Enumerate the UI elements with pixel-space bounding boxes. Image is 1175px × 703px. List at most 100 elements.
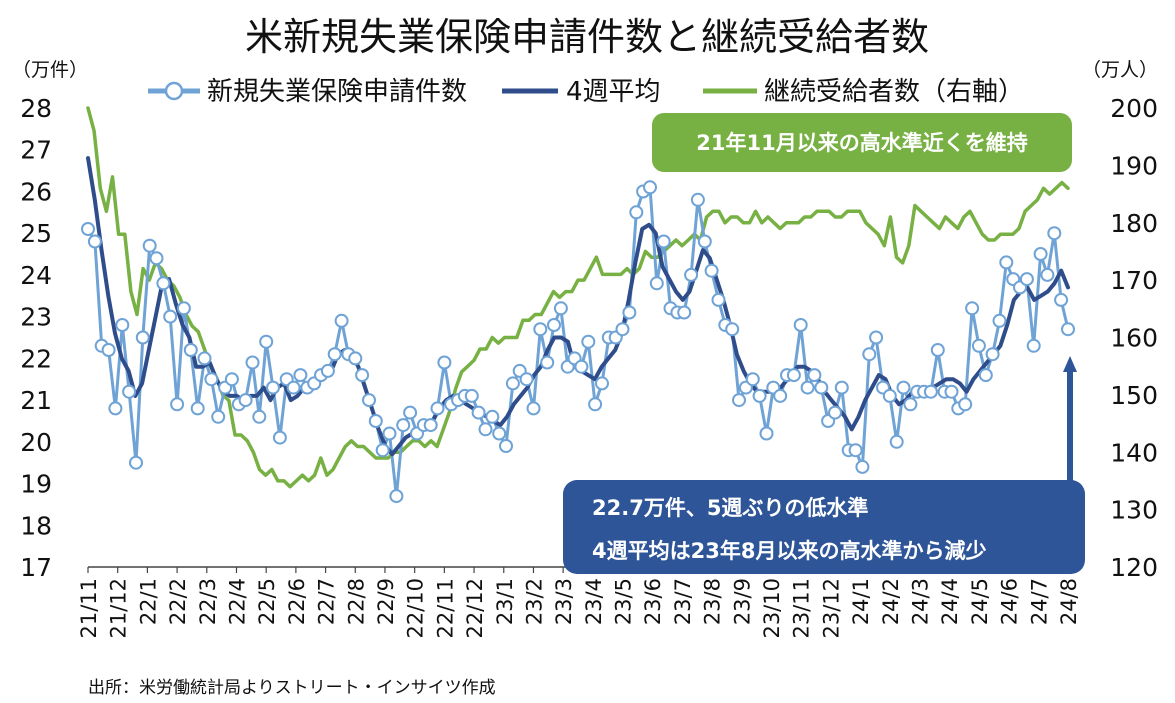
x-tick-label: 21/12 (107, 578, 131, 639)
left-y-tick-label: 24 (20, 261, 52, 290)
new-claims-point (547, 318, 561, 332)
new-claims-point (752, 388, 767, 403)
new-claims-point (684, 267, 699, 282)
new-claims-point (971, 338, 986, 353)
new-claims-point (574, 359, 589, 374)
right-y-tick-label: 180 (1110, 209, 1158, 238)
x-tick-label: 24/6 (998, 578, 1022, 625)
annotation-blue-line-1: 22.7万件、5週ぶりの低水準 (592, 496, 868, 520)
new-claims-point (176, 301, 191, 316)
x-tick-label: 24/7 (1027, 578, 1051, 625)
new-claims-point (362, 393, 376, 408)
new-claims-point (129, 455, 143, 470)
new-claims-point (245, 355, 260, 370)
x-tick-label: 22/10 (404, 578, 428, 639)
new-claims-point (1033, 247, 1048, 261)
x-tick-label: 24/2 (879, 578, 903, 625)
new-claims-point (1026, 338, 1041, 353)
new-claims-point (711, 292, 726, 307)
x-tick-label: 23/3 (552, 578, 576, 625)
new-claims-point (690, 192, 705, 207)
right-y-axis: 120 130 140 150 160 170 180 190 200 (1110, 94, 1158, 582)
legend-label-new-claims: 新規失業保険申請件数 (207, 77, 467, 107)
new-claims-point (896, 380, 911, 395)
new-claims-point (553, 301, 568, 316)
new-claims-point (334, 313, 349, 328)
new-claims-point (87, 234, 102, 249)
left-axis-unit: （万件） (12, 59, 88, 81)
new-claims-point (540, 355, 555, 370)
new-claims-point (1019, 272, 1034, 287)
left-y-tick-label: 17 (20, 553, 52, 582)
new-claims-point (423, 418, 438, 433)
left-y-tick-label: 19 (20, 470, 52, 499)
new-claims-point (471, 405, 486, 420)
new-claims-point (834, 380, 849, 395)
left-y-tick-label: 18 (20, 511, 52, 540)
x-tick-label: 24/3 (909, 578, 933, 625)
left-y-tick-label: 20 (20, 428, 52, 457)
right-y-tick-label: 150 (1110, 381, 1158, 410)
new-claims-point (773, 388, 788, 403)
new-claims-point (142, 238, 157, 253)
new-claims-point (697, 234, 712, 249)
annotation-blue-line-2: 4週平均は23年8月以来の高水準から減少 (592, 539, 986, 563)
new-claims-point (115, 318, 130, 332)
x-tick-label: 21/11 (77, 578, 101, 639)
left-y-tick-label: 28 (20, 94, 52, 123)
new-claims-point (375, 443, 390, 458)
new-claims-series-line (86, 185, 1070, 498)
x-tick-label: 22/12 (463, 578, 487, 639)
new-claims-point (252, 409, 267, 424)
left-y-tick-label: 23 (20, 303, 52, 332)
new-claims-point (862, 347, 877, 362)
new-claims-point (958, 397, 973, 412)
legend-label-4wk-avg: 4週平均 (566, 77, 661, 107)
new-claims-point (595, 376, 609, 391)
new-claims-point (156, 276, 171, 291)
new-claims-point (615, 322, 630, 337)
new-claims-point (348, 351, 363, 366)
new-claims-point (732, 393, 746, 408)
new-claims-point (786, 368, 801, 383)
new-claims-point (855, 459, 870, 474)
new-claims-point (499, 439, 513, 453)
new-claims-point (266, 380, 280, 395)
x-tick-label: 23/6 (641, 578, 665, 625)
x-tick-label: 22/6 (285, 578, 309, 625)
new-claims-point (978, 368, 993, 383)
right-axis-unit: （万人） (1082, 59, 1158, 81)
new-claims-point (478, 422, 493, 437)
x-tick-label: 22/8 (344, 578, 368, 625)
x-tick-label: 24/4 (938, 578, 962, 625)
x-tick-label: 23/5 (612, 578, 636, 625)
new-claims-point (101, 343, 116, 357)
left-y-tick-label: 22 (20, 344, 52, 373)
new-claims-point (848, 443, 863, 458)
new-claims-point (882, 388, 897, 403)
new-claims-point (81, 222, 95, 236)
new-claims-point (704, 263, 719, 278)
annotation-blue: 22.7万件、5週ぶりの低水準 4週平均は23年8月以来の高水準から減少 (563, 356, 1085, 574)
new-claims-point (437, 355, 452, 370)
left-y-tick-label: 27 (20, 136, 52, 165)
new-claims-point (828, 405, 842, 420)
new-claims-point (320, 363, 335, 378)
new-claims-point (923, 384, 938, 399)
x-axis: 21/11 21/12 22/1 22/2 22/3 22/4 22/5 22/6 22/7 22… (77, 567, 1081, 639)
legend: 新規失業保険申請件数 4週平均 継続受給者数（右軸） (148, 77, 1024, 107)
new-claims-point (992, 313, 1007, 328)
continuing-claims-series-line (86, 106, 1070, 489)
new-claims-point (259, 334, 274, 349)
x-tick-label: 22/11 (433, 578, 457, 639)
new-claims-point (1054, 292, 1069, 307)
x-tick-label: 24/8 (1057, 578, 1081, 625)
new-claims-point (464, 388, 479, 403)
new-claims-point (204, 372, 219, 387)
new-claims-point (403, 405, 418, 420)
x-tick-label: 23/4 (582, 578, 606, 625)
new-claims-point (211, 409, 226, 424)
new-claims-point (355, 368, 370, 383)
annotation-blue-box (563, 480, 1085, 574)
new-claims-point (656, 234, 671, 249)
